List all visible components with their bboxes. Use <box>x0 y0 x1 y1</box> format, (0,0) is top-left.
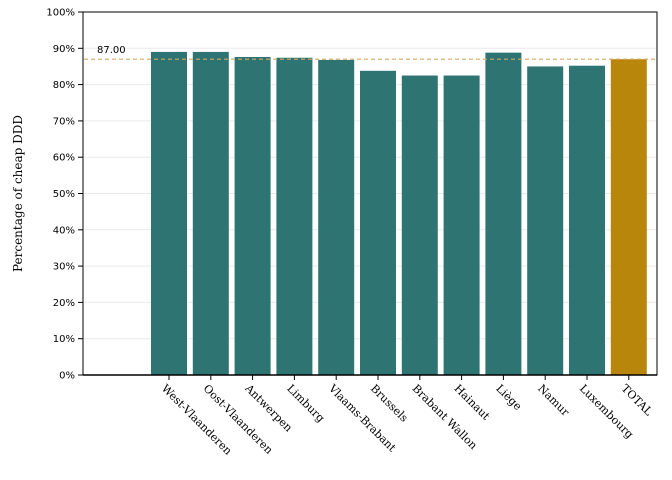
bar <box>569 65 605 375</box>
y-tick-label: 40% <box>53 225 75 236</box>
y-tick-label: 20% <box>53 298 75 309</box>
x-tick-label: Liège <box>493 382 524 413</box>
y-tick-label: 30% <box>53 262 75 273</box>
x-tick-label: Brussels <box>368 382 411 425</box>
bar <box>401 75 438 376</box>
y-tick-label: 60% <box>53 153 75 164</box>
y-tick-label: 90% <box>53 44 75 55</box>
x-tick-label: Hainaut <box>451 382 492 423</box>
y-tick-label: 10% <box>53 334 75 345</box>
x-tick-label: TOTAL <box>619 382 656 419</box>
y-tick-label: 70% <box>53 116 75 127</box>
y-tick-label: 50% <box>53 189 75 200</box>
bars <box>151 51 647 376</box>
reference-line-label: 87.00 <box>97 45 126 56</box>
bar <box>192 51 229 376</box>
x-axis: West-VlaanderenOost-VlaanderenAntwerpenL… <box>159 375 656 458</box>
y-tick-label: 0% <box>59 371 75 382</box>
y-tick-label: 100% <box>46 8 75 19</box>
reference-line-group: 87.00 <box>84 45 656 60</box>
y-axis: 0% 10% 20% 30% 40% 50% 60% 70% 80% 90% 100% <box>46 8 83 382</box>
y-axis-title: Percentage of cheap DDD <box>11 115 25 272</box>
bar <box>610 59 647 375</box>
bar <box>234 57 271 376</box>
bar <box>360 70 396 375</box>
bar <box>318 59 355 375</box>
x-tick-label: Limburg <box>284 382 327 425</box>
x-tick-label: West-Vlaanderen <box>159 382 235 458</box>
x-tick-label: Namur <box>535 382 572 419</box>
bar <box>276 57 313 375</box>
bar <box>443 75 480 376</box>
bar <box>151 51 187 376</box>
y-tick-label: 80% <box>53 80 75 91</box>
bar <box>527 66 564 375</box>
bar <box>485 52 522 375</box>
